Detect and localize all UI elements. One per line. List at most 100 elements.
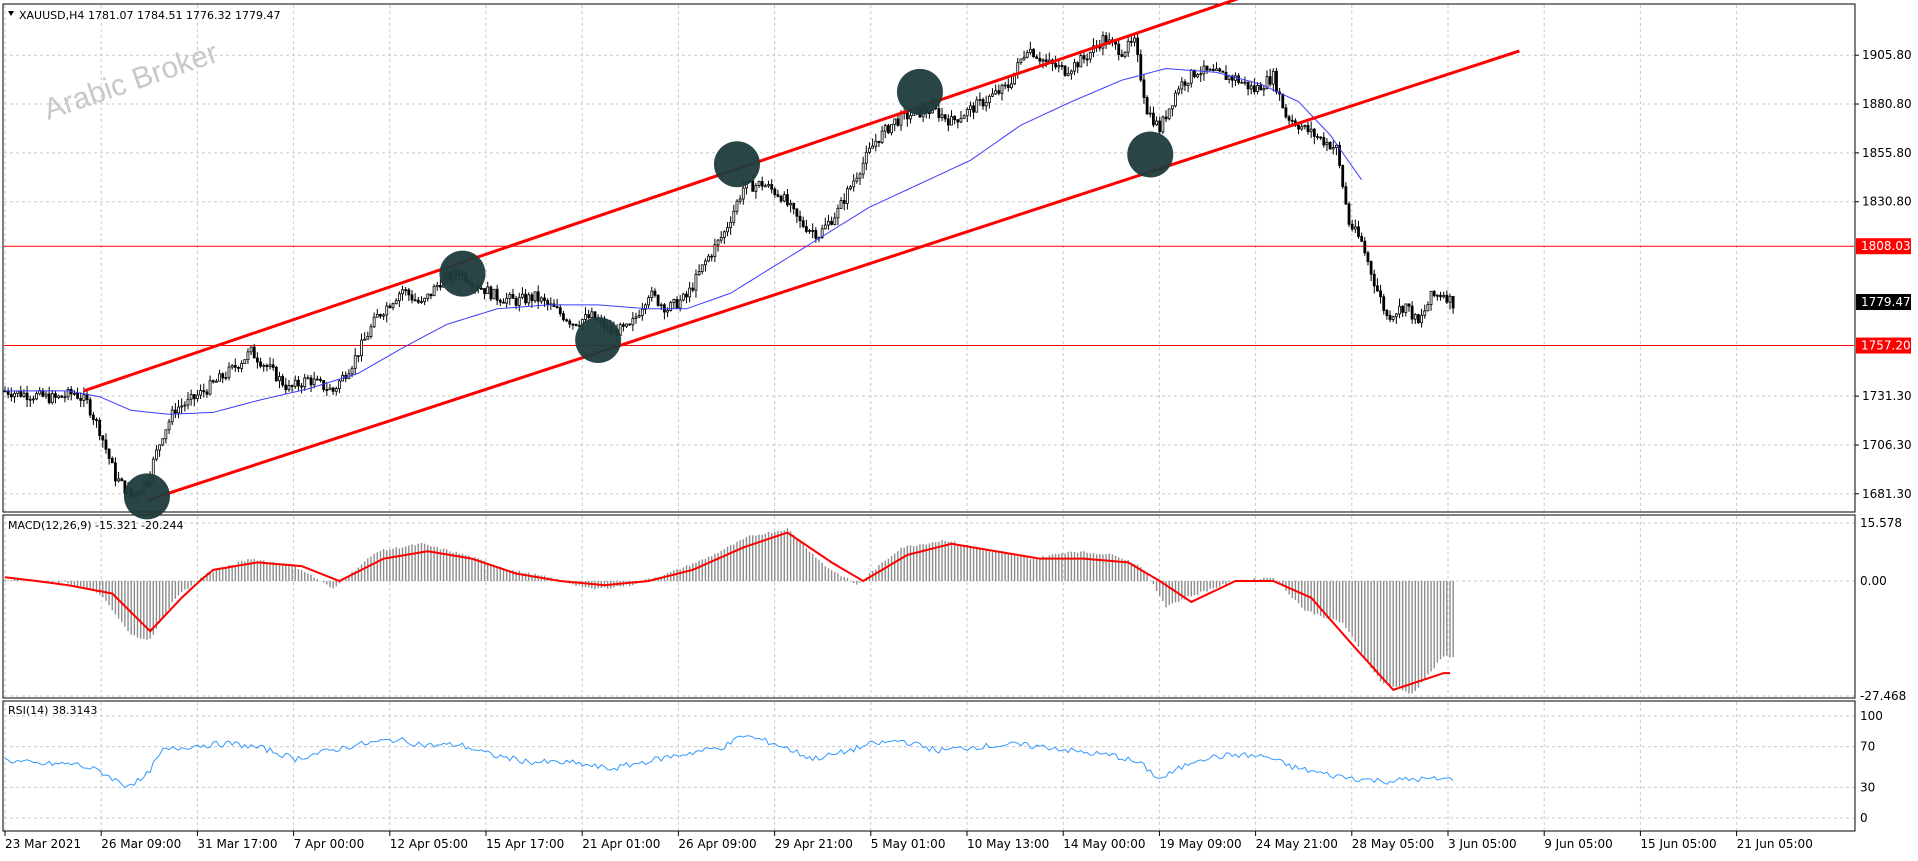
candle-body xyxy=(224,376,228,379)
candle xyxy=(625,323,628,328)
candle xyxy=(650,286,654,302)
candle-body xyxy=(1287,116,1291,121)
candle-body xyxy=(407,289,411,296)
candle xyxy=(565,318,568,323)
candle-body xyxy=(47,393,51,404)
candle xyxy=(290,384,294,392)
candle xyxy=(1344,182,1348,206)
candle xyxy=(962,114,966,119)
candle-body xyxy=(375,314,379,318)
candle-body xyxy=(978,99,982,101)
candle-body xyxy=(44,393,48,397)
candle-body xyxy=(1189,69,1193,84)
rsi-tick-label: 100 xyxy=(1860,709,1883,723)
candle-body xyxy=(480,288,483,290)
candle-body xyxy=(987,95,991,103)
candle-body xyxy=(85,394,89,401)
candle-body xyxy=(571,323,575,326)
candle xyxy=(202,383,206,398)
candle xyxy=(161,438,165,447)
candle-body xyxy=(1382,296,1386,311)
candle xyxy=(729,216,733,235)
time-tick-label: 23 Mar 2021 xyxy=(5,837,81,851)
candle xyxy=(1319,136,1323,141)
candle-body xyxy=(776,194,780,197)
candle xyxy=(1076,61,1080,74)
candle-body xyxy=(1142,79,1146,98)
candle xyxy=(1221,70,1225,73)
candle-body xyxy=(1028,48,1032,54)
candle xyxy=(1445,290,1449,305)
candle-body xyxy=(495,288,499,301)
candle-body xyxy=(483,288,486,294)
candle-body xyxy=(315,378,319,381)
candle xyxy=(293,375,297,389)
candle xyxy=(1262,85,1266,97)
candle xyxy=(587,309,591,319)
candle xyxy=(555,298,559,309)
candle xyxy=(713,238,717,263)
candle xyxy=(959,111,963,124)
candle-body xyxy=(492,288,496,300)
candle xyxy=(1117,37,1121,61)
candle xyxy=(1376,278,1379,293)
candle xyxy=(710,253,714,262)
candle xyxy=(423,297,427,306)
collapse-triangle-icon[interactable] xyxy=(8,11,14,16)
candle-body xyxy=(322,380,326,390)
candle-body xyxy=(754,185,758,192)
candle xyxy=(767,180,770,188)
candle-body xyxy=(1243,81,1247,84)
candle-body xyxy=(786,194,789,206)
candle-body xyxy=(1322,137,1326,146)
candle-body xyxy=(1246,81,1250,90)
candle-body xyxy=(1088,51,1092,60)
candle-body xyxy=(940,114,944,118)
rsi-label: RSI(14) 38.3143 xyxy=(8,704,97,717)
candle-body xyxy=(435,284,439,288)
candle xyxy=(170,405,174,426)
candle xyxy=(416,296,420,305)
candle xyxy=(63,391,67,403)
candle-body xyxy=(808,230,811,232)
candle-body xyxy=(1006,84,1010,89)
candle-body xyxy=(1297,125,1300,130)
candle-body xyxy=(502,301,505,304)
candle-body xyxy=(975,99,979,113)
macd-panel[interactable] xyxy=(2,514,1856,699)
candle xyxy=(987,94,991,109)
time-tick-label: 10 May 13:00 xyxy=(967,837,1049,851)
candle xyxy=(164,429,168,444)
candle-body xyxy=(1022,56,1026,60)
candle-body xyxy=(574,323,578,326)
candle xyxy=(306,374,310,380)
candle xyxy=(375,308,379,318)
candle xyxy=(1010,76,1013,90)
candle xyxy=(186,392,190,410)
price-layer xyxy=(3,0,1854,520)
candle-body xyxy=(413,299,417,302)
candle-body xyxy=(1073,62,1076,72)
candle-body xyxy=(628,323,632,326)
candle-body xyxy=(965,108,969,117)
candle xyxy=(628,323,632,326)
candle xyxy=(1268,68,1272,87)
candle xyxy=(498,298,502,306)
candle xyxy=(120,477,124,482)
candle-body xyxy=(722,231,726,238)
macd-tick-label: -27.468 xyxy=(1860,689,1906,703)
candle-body xyxy=(50,393,54,404)
candle-body xyxy=(1237,75,1241,83)
candle xyxy=(1060,61,1064,71)
candle-body xyxy=(73,392,76,395)
candle xyxy=(890,123,893,136)
candle-body xyxy=(1423,310,1427,316)
candle xyxy=(1246,81,1250,96)
candle xyxy=(700,264,704,275)
candle-body xyxy=(533,291,537,302)
candle xyxy=(1303,124,1307,130)
candle-body xyxy=(1164,116,1168,120)
rsi-panel[interactable] xyxy=(2,700,1856,832)
candle xyxy=(1006,78,1010,92)
